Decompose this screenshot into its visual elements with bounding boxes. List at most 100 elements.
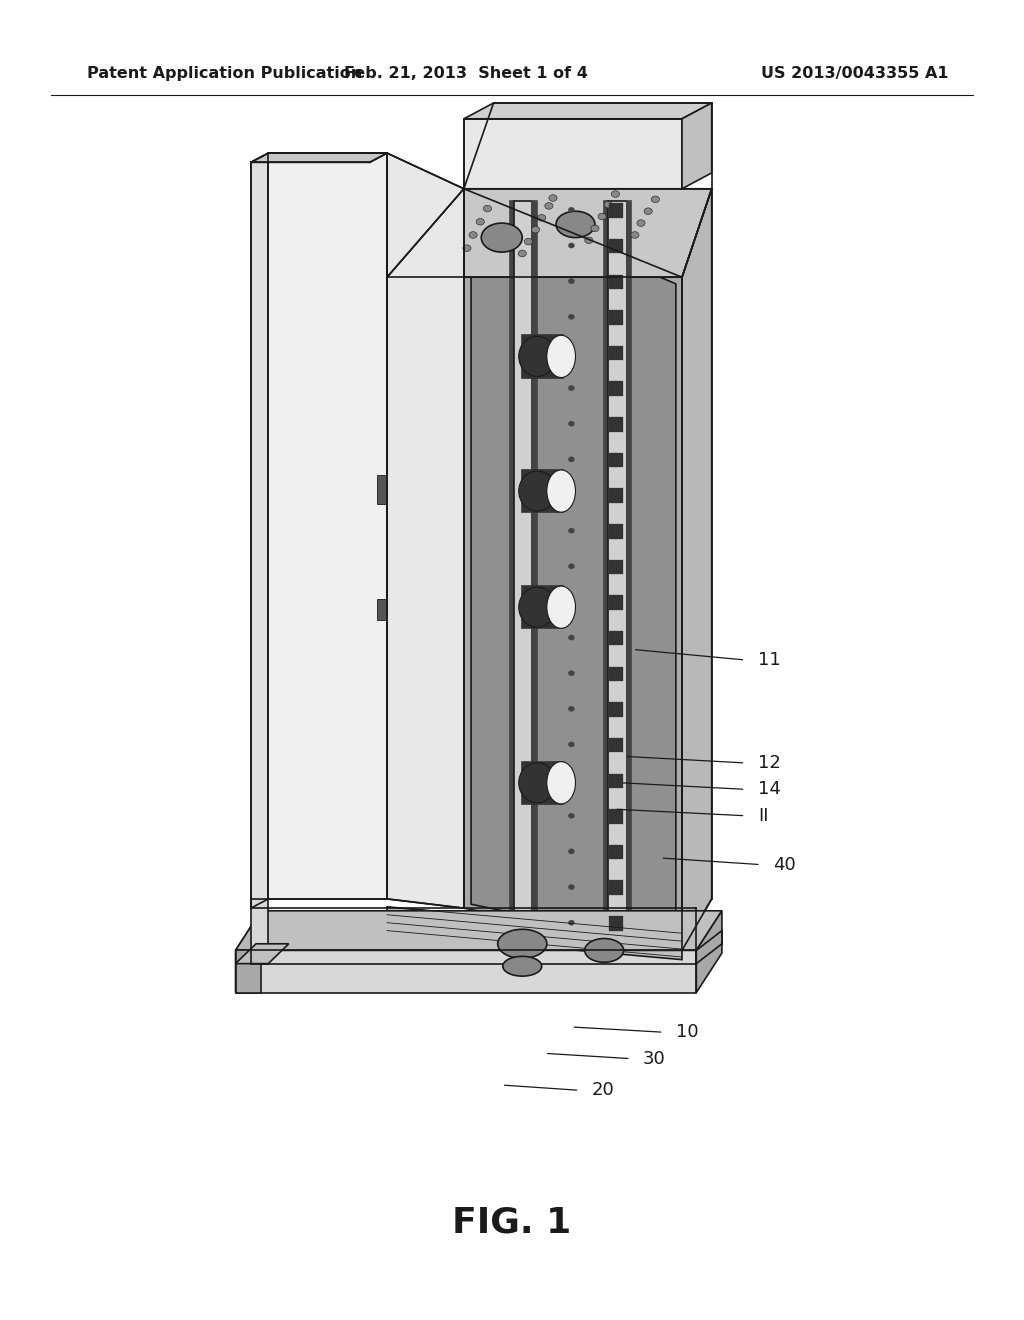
Ellipse shape <box>591 226 599 232</box>
Ellipse shape <box>481 223 522 252</box>
Ellipse shape <box>568 314 574 319</box>
Bar <box>609 453 623 467</box>
Bar <box>609 310 623 325</box>
Polygon shape <box>236 950 696 993</box>
Text: FIG. 1: FIG. 1 <box>453 1205 571 1239</box>
Polygon shape <box>236 911 261 993</box>
Ellipse shape <box>568 813 574 818</box>
Polygon shape <box>464 119 682 189</box>
Ellipse shape <box>519 337 556 376</box>
Ellipse shape <box>503 956 542 975</box>
Polygon shape <box>236 944 289 964</box>
Bar <box>609 239 623 253</box>
Polygon shape <box>522 762 563 804</box>
Polygon shape <box>268 153 387 899</box>
Polygon shape <box>510 201 514 941</box>
Bar <box>377 475 386 504</box>
Ellipse shape <box>469 232 477 238</box>
Polygon shape <box>608 201 627 941</box>
Ellipse shape <box>585 939 624 962</box>
Ellipse shape <box>568 350 574 355</box>
Ellipse shape <box>524 239 532 246</box>
Ellipse shape <box>476 218 484 224</box>
Bar <box>377 599 386 620</box>
Text: 40: 40 <box>773 855 796 874</box>
Polygon shape <box>522 335 563 378</box>
Polygon shape <box>236 950 261 993</box>
Bar <box>609 880 623 895</box>
Ellipse shape <box>598 214 606 219</box>
Ellipse shape <box>568 492 574 498</box>
Text: Feb. 21, 2013  Sheet 1 of 4: Feb. 21, 2013 Sheet 1 of 4 <box>344 66 588 82</box>
Polygon shape <box>251 153 387 162</box>
Bar <box>609 275 623 289</box>
Ellipse shape <box>531 227 540 232</box>
Polygon shape <box>522 470 563 512</box>
Text: Patent Application Publication: Patent Application Publication <box>87 66 362 82</box>
Ellipse shape <box>545 203 553 210</box>
Ellipse shape <box>585 238 593 243</box>
Ellipse shape <box>568 635 574 640</box>
Polygon shape <box>387 907 682 960</box>
Text: 10: 10 <box>676 1023 698 1041</box>
Ellipse shape <box>568 599 574 605</box>
Polygon shape <box>696 911 722 993</box>
Ellipse shape <box>568 777 574 783</box>
Polygon shape <box>236 950 268 964</box>
Ellipse shape <box>519 763 556 803</box>
Ellipse shape <box>568 528 574 533</box>
Text: II: II <box>758 807 768 825</box>
Text: 14: 14 <box>758 780 780 799</box>
Ellipse shape <box>651 195 659 202</box>
Bar <box>609 916 623 931</box>
Polygon shape <box>514 201 532 941</box>
Ellipse shape <box>644 209 652 214</box>
Ellipse shape <box>568 207 574 213</box>
Ellipse shape <box>549 195 557 201</box>
Ellipse shape <box>556 211 595 238</box>
Polygon shape <box>532 201 537 941</box>
Ellipse shape <box>518 249 526 256</box>
Ellipse shape <box>538 214 546 220</box>
Ellipse shape <box>568 671 574 676</box>
Ellipse shape <box>547 335 575 378</box>
Polygon shape <box>464 189 682 950</box>
Bar <box>609 417 623 432</box>
Ellipse shape <box>568 742 574 747</box>
Bar <box>609 488 623 503</box>
Ellipse shape <box>463 244 471 251</box>
Ellipse shape <box>547 470 575 512</box>
Bar <box>609 667 623 681</box>
Ellipse shape <box>547 586 575 628</box>
Ellipse shape <box>568 385 574 391</box>
Ellipse shape <box>568 421 574 426</box>
Ellipse shape <box>604 202 612 209</box>
Ellipse shape <box>568 279 574 284</box>
Ellipse shape <box>631 232 639 238</box>
Polygon shape <box>464 103 712 119</box>
Text: 12: 12 <box>758 754 780 772</box>
Polygon shape <box>251 899 268 950</box>
Ellipse shape <box>519 471 556 511</box>
Ellipse shape <box>483 205 492 211</box>
Ellipse shape <box>547 762 575 804</box>
Bar <box>609 346 623 360</box>
Bar <box>609 809 623 824</box>
Ellipse shape <box>637 220 645 227</box>
Ellipse shape <box>498 929 547 958</box>
Polygon shape <box>682 189 712 950</box>
Bar <box>609 702 623 717</box>
Ellipse shape <box>568 920 574 925</box>
Bar <box>609 738 623 752</box>
Text: US 2013/0043355 A1: US 2013/0043355 A1 <box>761 66 949 82</box>
Text: 20: 20 <box>592 1081 614 1100</box>
Polygon shape <box>387 189 712 277</box>
Text: 11: 11 <box>758 651 780 669</box>
Ellipse shape <box>568 849 574 854</box>
Ellipse shape <box>611 190 620 198</box>
Polygon shape <box>627 201 631 941</box>
Polygon shape <box>236 911 722 950</box>
Polygon shape <box>522 586 563 628</box>
Ellipse shape <box>568 564 574 569</box>
Bar <box>609 524 623 539</box>
